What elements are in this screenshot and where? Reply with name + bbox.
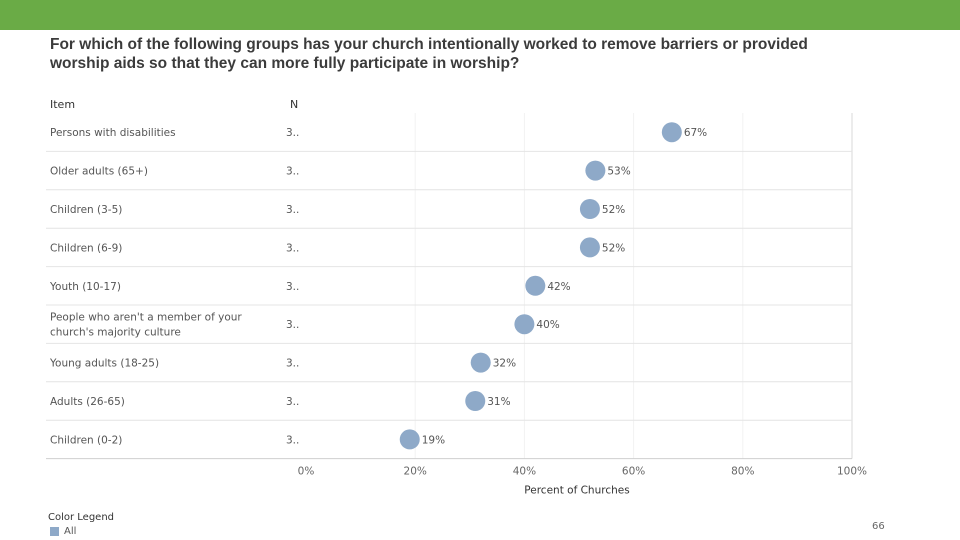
x-tick-label: 20% [404,466,427,478]
data-point [579,237,600,258]
data-label: 52% [602,242,625,254]
x-tick-label: 40% [513,466,536,478]
item-column-header: Item [50,98,76,111]
category-label: Young adults (18-25) [49,358,159,370]
x-tick-label: 0% [298,466,315,478]
data-point [470,352,491,373]
data-point [399,429,420,450]
n-value: 3.. [286,242,299,254]
data-label: 19% [422,434,445,446]
data-label: 52% [602,204,625,216]
n-value: 3.. [286,434,299,446]
data-label: 67% [684,127,707,139]
legend-item-all: All [50,526,76,537]
data-label: 42% [547,281,570,293]
data-label: 40% [536,319,559,331]
page-number: 66 [872,521,885,532]
data-point [661,122,682,143]
data-label: 32% [493,358,516,370]
category-label: Youth (10-17) [49,281,121,293]
n-value: 3.. [286,358,299,370]
x-tick-label: 60% [622,466,645,478]
legend-title: Color Legend [48,512,115,523]
data-label: 53% [607,166,630,178]
category-label: church's majority culture [50,327,181,339]
n-value: 3.. [286,319,299,331]
x-tick-label: 80% [731,466,754,478]
n-value: 3.. [286,204,299,216]
category-label: People who aren't a member of your [50,312,242,324]
category-label: Children (3-5) [50,204,122,216]
data-point [585,160,606,181]
chart-question-title: For which of the following groups has yo… [50,36,808,72]
n-value: 3.. [286,166,299,178]
data-point [514,314,535,335]
legend-item-label: All [64,526,77,537]
n-column-header: N [290,98,299,111]
n-value: 3.. [286,396,299,408]
data-label: 31% [487,396,510,408]
category-label: Children (0-2) [50,434,122,446]
category-label: Adults (26-65) [50,396,125,408]
data-point [579,199,600,219]
n-value: 3.. [286,127,299,139]
category-label: Persons with disabilities [50,127,176,139]
data-point [525,275,546,296]
x-tick-label: 100% [837,466,867,478]
n-value: 3.. [286,281,299,293]
x-axis-title: Percent of Churches [524,485,629,497]
legend-swatch [50,526,59,536]
data-point [465,391,486,411]
category-label: Older adults (65+) [50,166,148,178]
header-bar [0,0,960,30]
category-label: Children (6-9) [50,242,122,254]
